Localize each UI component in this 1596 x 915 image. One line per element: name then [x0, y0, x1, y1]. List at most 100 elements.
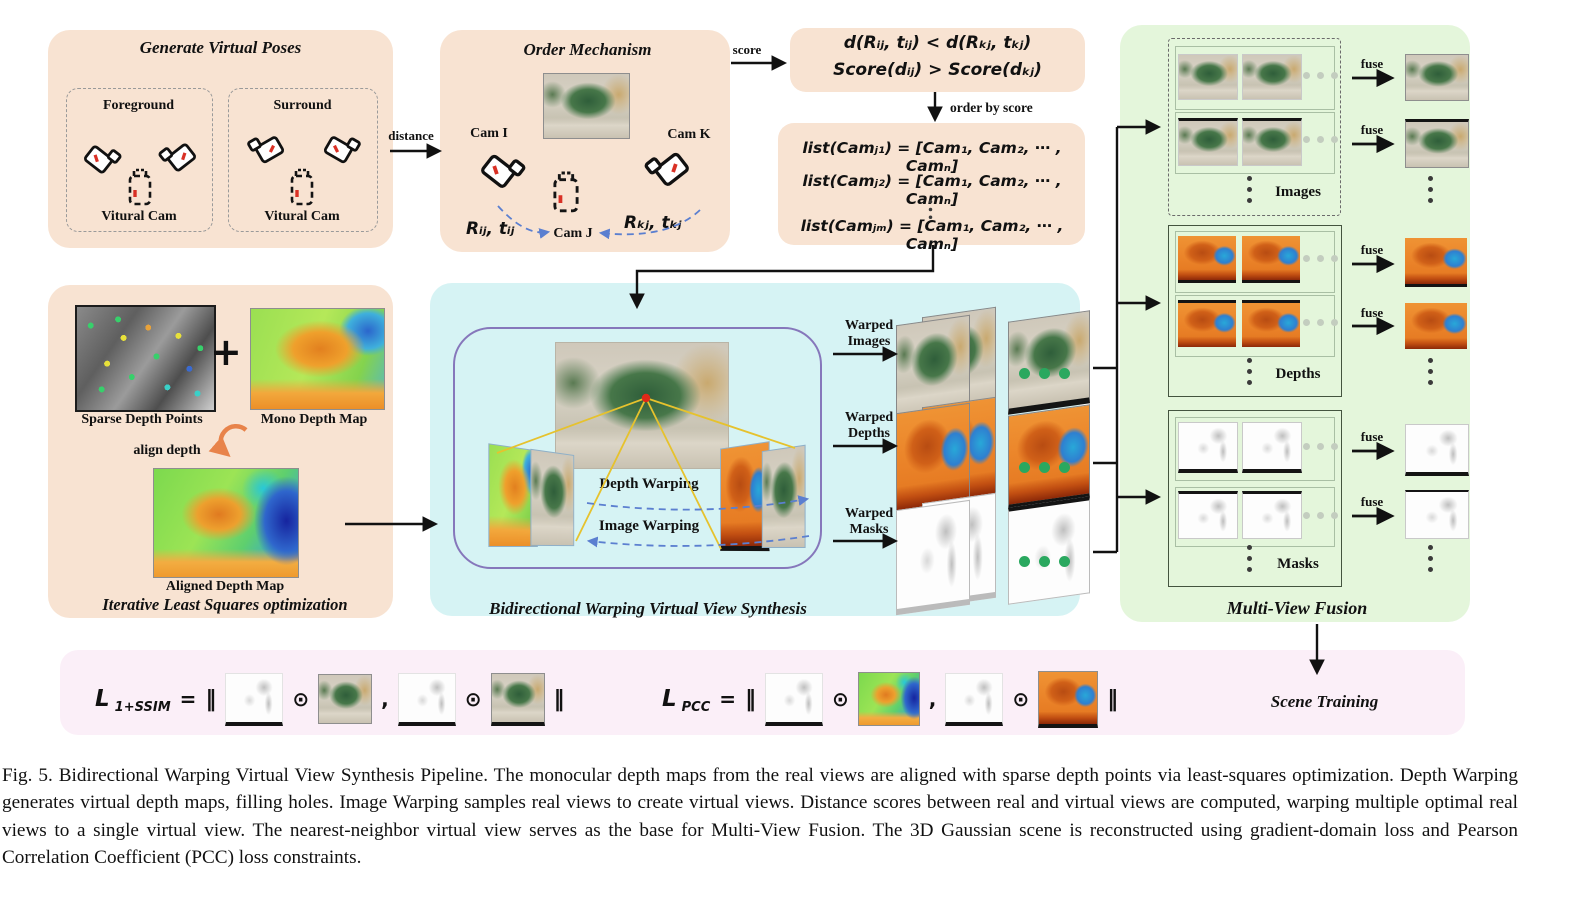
depth-thumb — [1178, 236, 1236, 283]
fuse-label: fuse — [1360, 429, 1384, 444]
fused-image-thumb — [1405, 119, 1469, 168]
ellipsis-dots-icon — [1019, 556, 1070, 567]
camera-icon — [158, 143, 196, 172]
warped-mask-single — [1008, 496, 1090, 605]
virtual-camera-icon — [290, 168, 314, 206]
images-row — [1175, 112, 1335, 174]
camera-icon — [247, 136, 285, 164]
norm-bar: ‖ — [553, 686, 565, 712]
norm-bar: ‖ — [1107, 686, 1119, 712]
photo-thumb — [490, 672, 545, 726]
virtual-cam-label: Vitural Cam — [264, 209, 340, 224]
fuse-label: fuse — [1360, 242, 1384, 257]
cam-j-label: Cam J — [553, 226, 593, 241]
loss-subscript: 1+SSIM — [114, 699, 171, 715]
vertical-ellipsis-icon — [1247, 176, 1252, 203]
loss-subscript: PCC — [681, 699, 711, 715]
depths-group-label: Depths — [1275, 366, 1321, 382]
vertical-ellipsis-icon — [1428, 176, 1433, 203]
image-warping-label: Image Warping — [598, 518, 700, 534]
score-box — [790, 28, 1085, 92]
score-line-2: Score(dᵢⱼ) > Score(dₖⱼ) — [833, 60, 1042, 80]
warped-image-single — [1008, 310, 1090, 415]
loss-lpcc: L PCC = ‖ ⊙ , ⊙ ‖ — [662, 668, 1118, 730]
warped-mask-sheet — [896, 499, 970, 616]
equals-sign: = — [719, 687, 737, 711]
masks-group — [1168, 410, 1342, 587]
image-thumb — [1242, 118, 1302, 166]
mask-thumb — [225, 672, 284, 726]
comma: , — [381, 687, 389, 711]
score-line-1: d(Rᵢⱼ, tᵢⱼ) < d(Rₖⱼ, tₖⱼ) — [843, 33, 1032, 53]
odot-operator: ⊙ — [292, 687, 310, 711]
vertical-ellipsis-icon — [928, 200, 933, 219]
cam-k-label: Cam K — [667, 127, 711, 142]
vertical-ellipsis-icon — [1428, 545, 1433, 572]
depth-thumb — [1038, 670, 1099, 728]
vertical-ellipsis-icon — [1247, 545, 1252, 572]
fusion-title: Multi-View Fusion — [1226, 598, 1368, 618]
list-line-3: list(Camⱼₘ) = [Cam₁, Cam₂, ⋯ , Camₙ] — [800, 217, 1064, 253]
warp-center-photo — [555, 342, 729, 469]
loss-l1ssim: L 1+SSIM = ‖ ⊙ , ⊙ ‖ — [95, 668, 565, 730]
list-box — [778, 123, 1085, 245]
depth-thumb — [1178, 300, 1236, 347]
cam-i-label: Cam I — [470, 126, 508, 141]
foreground-label: Foreground — [102, 98, 175, 113]
ellipsis-dots-icon — [1019, 462, 1070, 473]
masks-group-label: Masks — [1277, 556, 1319, 572]
sparse-depth-image — [75, 305, 216, 412]
scene-photo — [543, 73, 630, 139]
sparse-depth-label: Sparse Depth Points — [81, 412, 203, 427]
warp-inner-frame — [453, 327, 822, 569]
camera-icon — [323, 136, 361, 164]
mask-thumb — [1242, 491, 1302, 539]
camera-icon — [644, 152, 689, 186]
ellipsis-dots-icon — [1303, 443, 1338, 450]
warped-masks-label: Warped Masks — [844, 506, 894, 537]
fused-depth-thumb — [1405, 303, 1467, 349]
align-depth-label: align depth — [133, 443, 201, 458]
mask-thumb — [945, 672, 1004, 726]
odot-operator: ⊙ — [832, 687, 849, 711]
depth-thumb — [857, 672, 920, 726]
loss-symbol: L — [662, 686, 677, 712]
vertical-ellipsis-icon — [1247, 358, 1252, 385]
aligned-depth-label: Aligned Depth Map — [165, 579, 285, 594]
fused-mask-thumb — [1405, 424, 1469, 476]
warp-left-plane-photo — [530, 448, 575, 547]
loss-symbol: L — [95, 686, 110, 712]
fused-depth-thumb — [1405, 238, 1467, 287]
fuse-label: fuse — [1360, 305, 1384, 320]
surround-group — [228, 88, 378, 232]
mask-thumb — [1178, 491, 1238, 539]
mask-thumb — [1242, 422, 1302, 473]
camera-icon — [481, 154, 526, 188]
surround-label: Surround — [273, 98, 332, 113]
photo-thumb — [318, 674, 373, 724]
fuse-label: fuse — [1360, 122, 1384, 137]
warped-depths-label: Warped Depths — [844, 410, 894, 441]
images-group-label: Images — [1275, 184, 1321, 200]
mask-thumb — [1178, 422, 1238, 473]
odot-operator: ⊙ — [1012, 687, 1030, 711]
distance-arrow-label: distance — [388, 128, 434, 143]
foreground-group — [66, 88, 213, 232]
virtual-cam-label: Vitural Cam — [101, 209, 177, 224]
fuse-label: fuse — [1360, 56, 1384, 71]
depth-thumb — [1242, 236, 1300, 283]
figure-caption: Fig. 5. Bidirectional Warping Virtual Vi… — [2, 765, 1518, 868]
plus-sign: + — [210, 330, 242, 374]
warped-images-label: Warped Images — [844, 318, 894, 349]
ellipsis-dots-icon — [1303, 136, 1338, 143]
list-line-2: list(Camⱼ₂) = [Cam₁, Cam₂, ⋯ , Camₙ] — [802, 172, 1062, 208]
vertical-ellipsis-icon — [1428, 358, 1433, 385]
fused-image-thumb — [1405, 54, 1469, 101]
camera-icon — [84, 145, 122, 174]
fused-mask-thumb — [1405, 490, 1469, 539]
equals-sign: = — [179, 687, 197, 711]
rt-kj-label: Rₖⱼ, tₖⱼ — [624, 213, 682, 233]
image-thumb — [1242, 54, 1302, 100]
scene-training-box — [60, 650, 1465, 735]
